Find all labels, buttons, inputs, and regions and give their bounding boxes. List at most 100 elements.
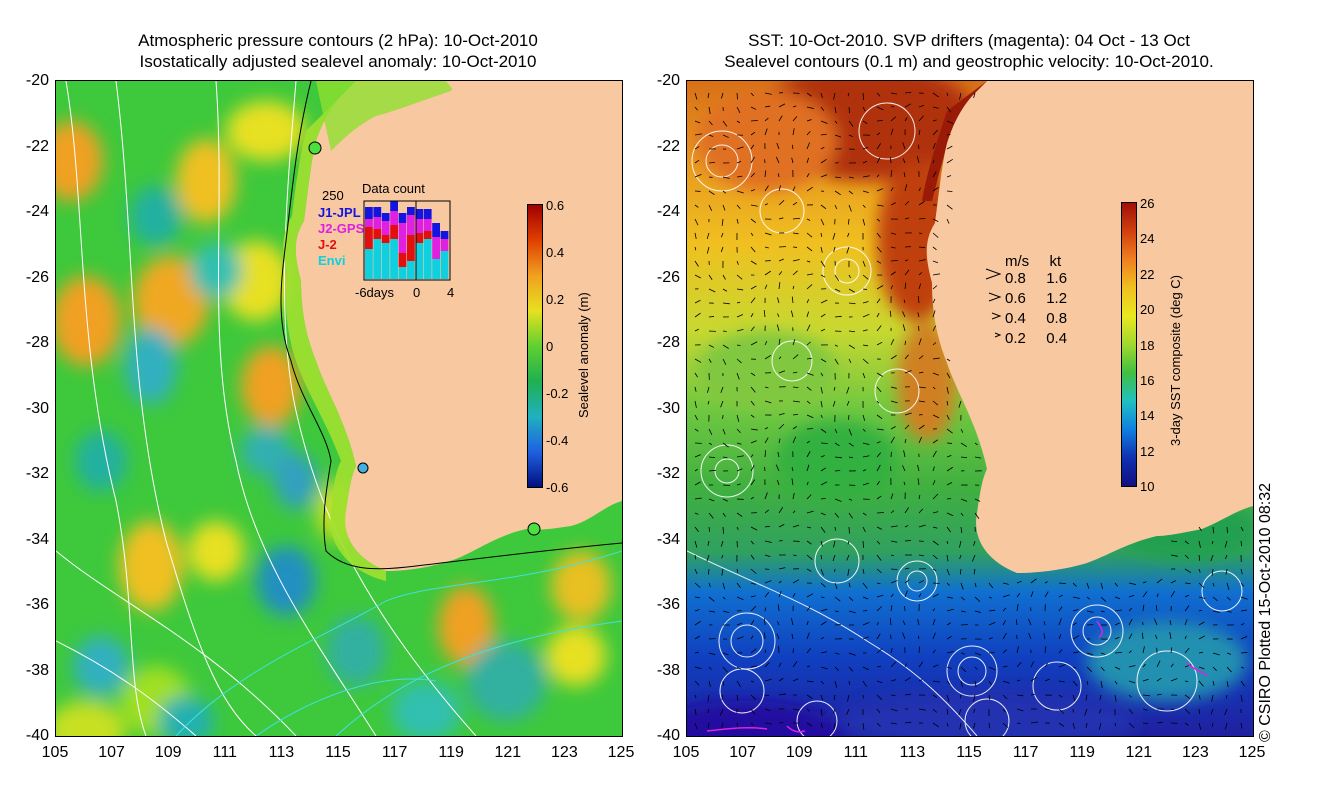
velocity-arrow [1240, 722, 1243, 729]
velocity-arrow [792, 400, 800, 403]
velocity-arrow [791, 633, 794, 640]
right-x-tick: 111 [843, 744, 868, 761]
velocity-arrow [1240, 636, 1248, 640]
velocity-arrow [960, 596, 966, 601]
velocity-arrow [1085, 694, 1088, 701]
velocity-arrow [846, 400, 850, 406]
velocity-arrow [806, 142, 810, 150]
velocity-arrow [778, 103, 786, 108]
velocity-arrow [904, 91, 912, 94]
velocity-arrow [778, 567, 786, 570]
velocity-arrow [736, 622, 743, 626]
histogram-bar [373, 229, 382, 239]
velocity-arrow [876, 372, 883, 377]
velocity-arrow [932, 325, 936, 332]
velocity-arrow [1072, 722, 1076, 729]
velocity-arrow [959, 540, 962, 548]
histogram-bar [373, 217, 382, 229]
velocity-arrow [750, 635, 754, 640]
velocity-arrow [721, 218, 724, 226]
velocity-arrow [694, 106, 698, 111]
velocity-arrow [918, 708, 926, 711]
velocity-arrow [958, 708, 962, 716]
velocity-arrow [708, 498, 715, 502]
velocity-arrow [1184, 619, 1188, 626]
velocity-arrow [1155, 605, 1158, 612]
velocity-arrow [848, 456, 854, 459]
velocity-arrow [707, 386, 710, 393]
velocity-arrow [834, 190, 841, 196]
sst-colorbar-tick: 18 [1140, 337, 1155, 353]
velocity-arrow [946, 466, 954, 472]
velocity-arrow [876, 414, 883, 419]
velocity-arrow [973, 540, 976, 546]
velocity-arrow [778, 271, 783, 276]
histogram-bar [398, 223, 407, 253]
velocity-arrow [832, 232, 836, 240]
velocity-arrow [791, 467, 794, 472]
velocity-arrow [848, 302, 856, 305]
velocity-arrow [694, 540, 698, 548]
velocity-arrow [973, 568, 976, 575]
velocity-arrow [1002, 582, 1009, 585]
velocity-arrow [932, 466, 935, 472]
velocity-arrow [890, 355, 897, 360]
velocity-arrow [806, 186, 813, 192]
velocity-arrow [722, 204, 726, 211]
velocity-arrow [750, 232, 754, 236]
velocity-arrow [708, 288, 716, 293]
velocity-arrow [722, 344, 729, 349]
velocity-arrow [932, 708, 938, 713]
velocity-arrow [736, 694, 739, 701]
velocity-arrow [722, 120, 728, 127]
velocity-arrow [778, 590, 782, 598]
velocity-arrow [862, 680, 867, 687]
velocity-arrow [820, 400, 823, 408]
velocity-arrow [918, 679, 923, 682]
velocity-arrow [876, 188, 884, 192]
velocity-arrow [848, 610, 856, 614]
sat-label-j1-jpl: J1-JPL [318, 205, 361, 220]
velocity-arrow [806, 481, 809, 486]
velocity-arrow [1184, 694, 1191, 699]
velocity-arrow [792, 354, 799, 360]
velocity-arrow [736, 344, 741, 347]
velocity-arrow [736, 526, 739, 530]
velocity-arrow [694, 554, 697, 560]
velocity-arrow [806, 157, 809, 164]
velocity-arrow [946, 636, 952, 640]
velocity-arrow [694, 120, 701, 124]
velocity-arrow [806, 464, 810, 472]
velocity-arrow [1141, 632, 1144, 640]
credit-text: © CSIRO Plotted 15-Oct-2010 08:32 [1257, 482, 1274, 742]
velocity-arrow [1128, 607, 1133, 612]
velocity-arrow [694, 274, 701, 279]
velocity-arrow [847, 92, 850, 97]
velocity-arrow [1072, 622, 1077, 626]
velocity-arrow [790, 618, 794, 626]
histogram-bar [440, 231, 449, 239]
velocity-arrow [834, 652, 840, 655]
velocity-arrow [806, 647, 812, 654]
histogram-bar [423, 209, 432, 219]
velocity-arrow [1198, 694, 1201, 700]
velocity-arrow [917, 312, 920, 318]
velocity-arrow [834, 106, 837, 114]
velocity-arrow [862, 512, 867, 516]
velocity-arrow [750, 526, 758, 531]
velocity-arrow [876, 648, 883, 654]
velocity-arrow [736, 455, 744, 458]
velocity-arrow [736, 329, 744, 332]
velocity-arrow [1212, 652, 1220, 656]
velocity-arrow [932, 554, 938, 560]
velocity-arrow [862, 301, 869, 304]
velocity-arrow [736, 666, 742, 670]
velocity-arrow [974, 680, 977, 688]
velocity-arrow [903, 450, 906, 458]
velocity-arrow [1016, 580, 1022, 584]
velocity-arrow [1114, 582, 1119, 587]
velocity-arrow [750, 156, 755, 164]
histogram-bar [398, 253, 407, 267]
velocity-arrow [876, 464, 881, 472]
velocity-arrow [862, 622, 870, 626]
